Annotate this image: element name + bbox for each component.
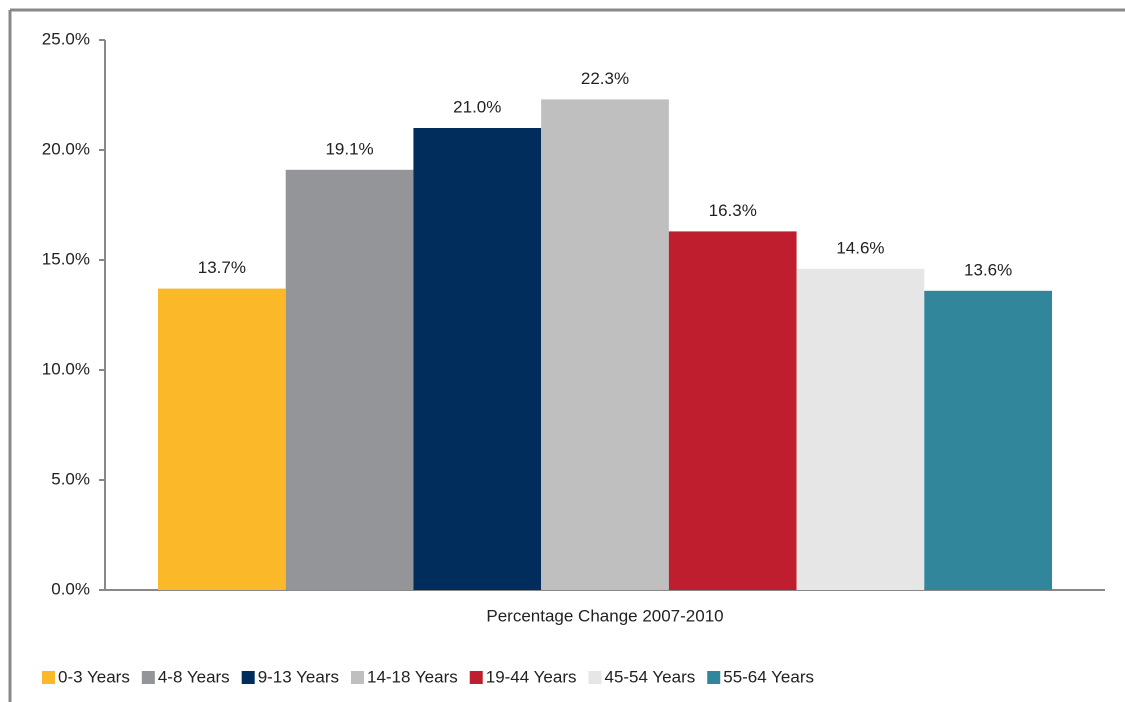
bar [668, 231, 797, 590]
bar [796, 268, 925, 590]
legend-swatch [42, 671, 55, 684]
legend-swatch [469, 671, 483, 684]
data-label: 19.1% [325, 139, 373, 158]
bar [285, 169, 414, 591]
y-tick-label: 20.0% [42, 139, 90, 158]
legend-swatch [241, 671, 255, 684]
data-label: 13.7% [198, 258, 246, 277]
y-tick-label: 25.0% [42, 29, 90, 48]
legend-label: 0-3 Years [58, 667, 130, 686]
legend-swatch [141, 671, 155, 684]
data-label: 21.0% [453, 97, 501, 116]
x-tick-label: Percentage Change 2007-2010 [486, 606, 723, 625]
legend-label: 4-8 Years [158, 667, 230, 686]
y-tick-label: 5.0% [51, 469, 90, 488]
legend-swatch [350, 671, 364, 684]
y-tick-label: 15.0% [42, 249, 90, 268]
legend-label: 14-18 Years [367, 667, 458, 686]
legend-label: 45-54 Years [604, 667, 695, 686]
y-tick-label: 0.0% [51, 579, 90, 598]
bar [158, 288, 286, 590]
data-label: 16.3% [709, 201, 757, 220]
bar [541, 99, 669, 591]
legend-label: 55-64 Years [723, 667, 814, 686]
legend-swatch [707, 671, 721, 684]
bar [413, 128, 542, 590]
legend-swatch [588, 671, 602, 684]
data-label: 13.6% [964, 260, 1012, 279]
legend-label: 19-44 Years [486, 667, 577, 686]
bar [924, 290, 1052, 590]
data-label: 22.3% [581, 69, 629, 88]
y-tick-label: 10.0% [42, 359, 90, 378]
data-label: 14.6% [836, 238, 884, 257]
legend-label: 9-13 Years [258, 667, 339, 686]
